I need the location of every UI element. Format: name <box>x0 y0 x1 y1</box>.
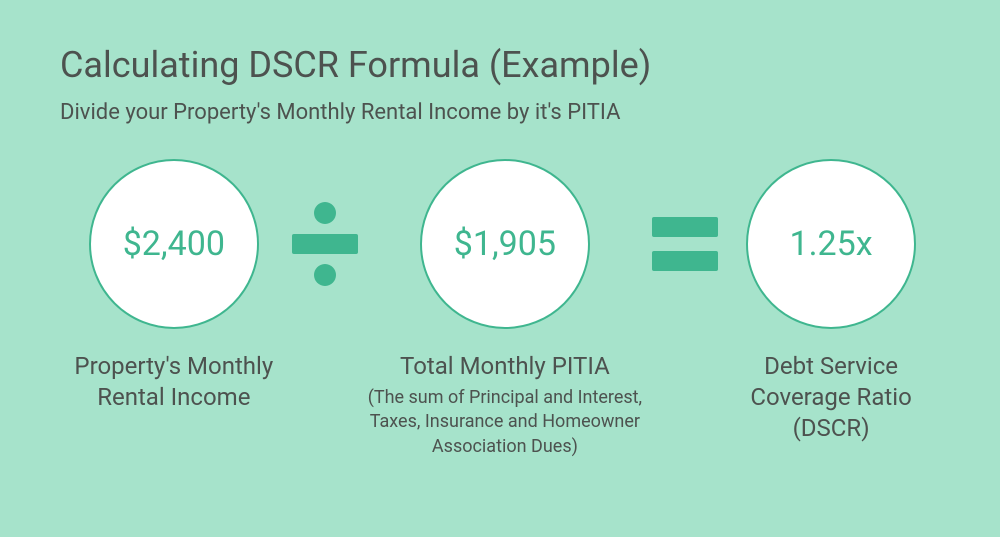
infographic-canvas: Calculating DSCR Formula (Example) Divid… <box>0 0 1000 537</box>
infographic-subtitle: Divide your Property's Monthly Rental In… <box>60 100 940 125</box>
label-dscr: Debt Service Coverage Ratio (DSCR) <box>728 351 934 445</box>
circle-rental-income: $2,400 <box>89 159 259 329</box>
operator-equals-icon <box>652 159 718 329</box>
term-pitia: $1,905 Total Monthly PITIA (The sum of P… <box>368 159 642 459</box>
equals-bar-bottom <box>652 251 718 271</box>
sublabel-pitia: (The sum of Principal and Interest, Taxe… <box>368 386 642 459</box>
infographic-title: Calculating DSCR Formula (Example) <box>60 44 940 86</box>
term-rental-income: $2,400 Property's Monthly Rental Income <box>66 159 282 413</box>
value-dscr: 1.25x <box>789 224 872 264</box>
term-dscr: 1.25x Debt Service Coverage Ratio (DSCR) <box>728 159 934 445</box>
value-pitia: $1,905 <box>454 224 556 264</box>
circle-dscr: 1.25x <box>746 159 916 329</box>
equals-bar-top <box>652 217 718 237</box>
circle-pitia: $1,905 <box>420 159 590 329</box>
value-rental-income: $2,400 <box>123 224 225 264</box>
label-rental-income: Property's Monthly Rental Income <box>66 351 282 413</box>
formula-row: $2,400 Property's Monthly Rental Income … <box>60 159 940 459</box>
divide-dot-top <box>314 202 336 224</box>
operator-divide-icon <box>292 159 358 329</box>
label-pitia: Total Monthly PITIA <box>400 351 610 382</box>
divide-bar <box>292 234 358 254</box>
divide-dot-bottom <box>314 264 336 286</box>
